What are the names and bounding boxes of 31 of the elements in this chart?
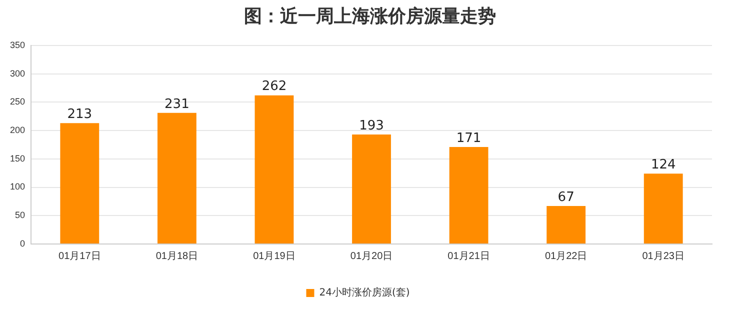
data-label: 124 <box>650 158 676 173</box>
chart-title: 图：近一周上海涨价房源量走势 <box>243 5 497 29</box>
legend-label: 24小时涨价房源(套) <box>319 286 410 299</box>
x-tick-label: 01月17日 <box>58 250 101 262</box>
data-label: 213 <box>67 107 92 122</box>
bar <box>352 134 391 244</box>
x-tick-label: 01月21日 <box>448 250 490 262</box>
y-tick-label: 0 <box>20 238 26 248</box>
data-label: 193 <box>359 118 384 134</box>
data-label: 262 <box>262 79 287 94</box>
data-label: 67 <box>558 190 574 205</box>
bar <box>60 123 100 244</box>
y-tick-label: 350 <box>10 40 26 50</box>
y-tick-label: 250 <box>10 96 26 107</box>
bar <box>449 146 488 244</box>
x-tick-label: 01月19日 <box>253 250 296 262</box>
y-tick-label: 200 <box>10 125 26 135</box>
x-tick-label: 01月22日 <box>544 250 588 262</box>
y-tick-label: 150 <box>10 153 26 164</box>
data-label: 171 <box>456 130 482 146</box>
x-tick-label: 01月20日 <box>350 250 393 262</box>
y-tick-label: 300 <box>10 68 26 78</box>
bar <box>546 206 586 244</box>
bar <box>157 112 196 244</box>
y-tick-label: 50 <box>15 210 26 220</box>
bar <box>644 174 683 244</box>
x-tick-label: 01月18日 <box>156 250 198 262</box>
x-tick-label: 01月23日 <box>642 250 684 262</box>
bar <box>254 95 294 244</box>
data-label: 231 <box>164 96 190 112</box>
y-tick-label: 100 <box>10 182 26 192</box>
